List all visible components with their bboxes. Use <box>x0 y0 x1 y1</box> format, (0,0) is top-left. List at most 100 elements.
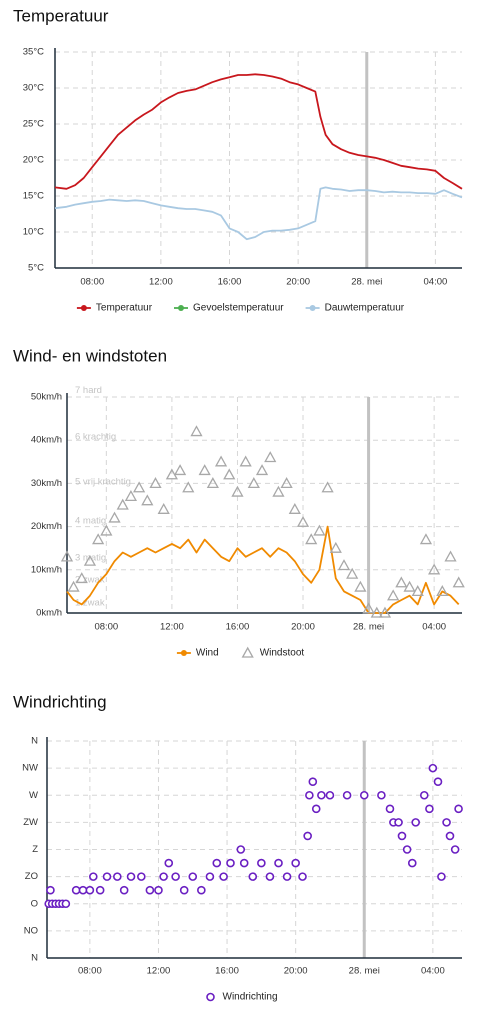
series-line <box>66 525 460 614</box>
x-tick-label: 28. mei <box>351 277 382 288</box>
gust-marker <box>346 567 359 579</box>
gust-marker <box>173 464 187 476</box>
point <box>197 885 206 895</box>
gust-marker <box>231 485 244 497</box>
gust-marker <box>452 576 465 588</box>
point <box>311 804 321 814</box>
gust-marker <box>214 455 228 467</box>
x-tick-label: 12:00 <box>147 966 171 977</box>
annotation: 2 zwak <box>75 575 105 586</box>
y-tick-label: NW <box>22 763 38 774</box>
gust-marker <box>419 533 433 545</box>
gust-marker <box>92 533 105 545</box>
y-tick-label: 40km/h <box>31 435 62 446</box>
gust-marker <box>124 490 138 502</box>
series-line <box>54 73 463 190</box>
legend-dot <box>178 305 184 311</box>
point <box>78 885 88 895</box>
point <box>282 872 292 881</box>
legend-dot <box>309 305 316 311</box>
gust-marker <box>190 425 203 437</box>
gust-marker <box>321 481 334 493</box>
annotation: 6 krachtig <box>75 432 116 443</box>
gust-marker <box>165 468 179 480</box>
gust-marker <box>116 498 129 510</box>
point <box>145 885 155 895</box>
y-tick-label: NO <box>24 925 38 936</box>
y-tick-label: 35°C <box>23 47 44 58</box>
gust-marker <box>75 572 88 584</box>
gust-marker <box>280 477 293 489</box>
point <box>126 872 136 881</box>
legend-symbol <box>206 992 215 1002</box>
gust-marker <box>354 580 367 592</box>
x-tick-label: 28. mei <box>353 622 384 633</box>
x-tick-label: 08:00 <box>94 622 118 633</box>
gust-marker <box>83 554 97 566</box>
chart-title: Windrichting <box>13 692 107 711</box>
gust-marker <box>223 468 236 480</box>
y-tick-label: W <box>29 790 38 801</box>
point <box>188 872 198 881</box>
gust-marker <box>411 585 424 597</box>
point <box>274 858 283 868</box>
point <box>137 872 146 881</box>
x-tick-label: 20:00 <box>286 277 310 288</box>
point <box>411 818 420 827</box>
gust-marker <box>395 576 408 588</box>
x-tick-label: 16:00 <box>226 622 250 633</box>
x-tick-label: 12:00 <box>160 622 184 633</box>
annotation: 7 hard <box>75 385 102 396</box>
x-tick-label: 16:00 <box>218 277 242 288</box>
gust-marker <box>444 550 457 562</box>
point <box>402 845 412 854</box>
gust-marker <box>198 464 211 476</box>
legend-symbol <box>241 646 254 658</box>
point <box>159 872 168 881</box>
legend-item: Windstoot <box>241 646 305 659</box>
gust-marker <box>100 524 113 536</box>
gust-marker <box>362 602 375 614</box>
gust-marker <box>141 494 154 506</box>
legend-label: Temperatuur <box>96 303 153 314</box>
point <box>71 885 81 895</box>
point <box>425 804 434 814</box>
point <box>317 790 326 800</box>
point <box>454 804 463 814</box>
gust-marker <box>329 541 342 553</box>
point <box>61 899 71 909</box>
y-tick-label: O <box>31 898 38 909</box>
point <box>437 872 446 881</box>
point <box>119 885 129 895</box>
point <box>239 858 249 868</box>
gust-marker <box>149 477 162 489</box>
point <box>305 790 314 800</box>
y-tick-label: 10km/h <box>31 564 62 575</box>
gust-marker <box>305 533 318 545</box>
point <box>397 831 407 841</box>
gust-marker <box>255 464 269 476</box>
annotation: 1 zwak <box>75 598 105 609</box>
legend-label: Windstoot <box>260 648 305 659</box>
gust-marker <box>182 481 195 493</box>
y-tick-label: 0km/h <box>36 608 62 619</box>
annotation: 5 vrij krachtig <box>75 477 131 488</box>
point <box>171 872 180 881</box>
point <box>248 872 258 881</box>
point <box>113 872 122 881</box>
point <box>219 872 228 881</box>
gust-marker <box>436 585 449 597</box>
legend-item: Wind <box>176 648 219 659</box>
point <box>308 777 318 786</box>
legend-item: Windrichting <box>206 992 278 1003</box>
point <box>442 818 451 827</box>
y-tick-label: 10°C <box>23 227 44 238</box>
gust-marker <box>239 455 252 467</box>
x-tick-label: 04:00 <box>424 277 448 288</box>
x-tick-label: 04:00 <box>421 966 445 977</box>
y-tick-label: N <box>31 953 38 964</box>
gust-marker <box>337 559 351 571</box>
gust-marker <box>264 451 277 463</box>
point <box>212 858 222 868</box>
